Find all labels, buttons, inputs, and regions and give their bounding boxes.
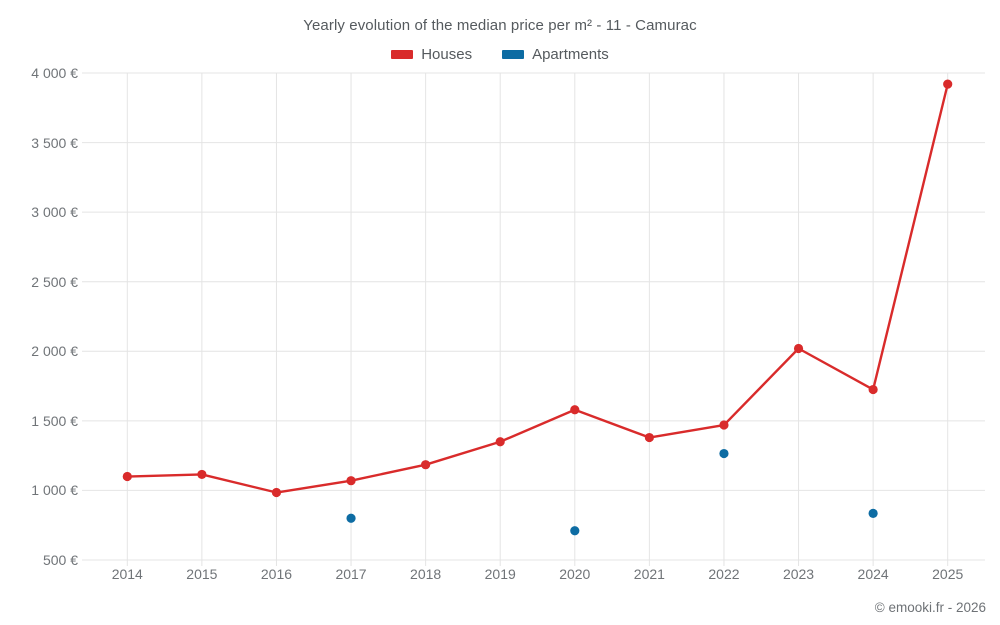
data-point[interactable]: [868, 508, 878, 518]
x-axis-tick-label: 2017: [335, 566, 367, 582]
x-axis-tick-label: 2016: [260, 566, 293, 582]
chart-legend: Houses Apartments: [0, 46, 1000, 63]
y-axis-tick-label: 1 000 €: [31, 482, 78, 499]
y-axis-tick-label: 4 000 €: [31, 65, 78, 81]
data-point[interactable]: [644, 432, 654, 443]
data-point[interactable]: [346, 513, 356, 523]
x-axis-tick-label: 2020: [559, 566, 591, 582]
x-axis-tick-label: 2019: [484, 566, 516, 582]
x-axis-tick-label: 2023: [782, 566, 815, 582]
legend-label-houses: Houses: [421, 46, 473, 63]
y-axis-tick-label: 2 000 €: [31, 343, 78, 360]
x-axis-tick-label: 2022: [708, 566, 740, 582]
data-point[interactable]: [793, 343, 804, 354]
data-point[interactable]: [719, 420, 729, 430]
y-axis-tick-label: 500 €: [42, 552, 78, 568]
x-axis-tick-label: 2014: [111, 566, 143, 582]
data-point[interactable]: [495, 437, 505, 447]
legend-label-apartments: Apartments: [532, 46, 609, 63]
data-point[interactable]: [570, 526, 580, 536]
data-point[interactable]: [719, 448, 729, 459]
x-axis-tick-label: 2021: [633, 566, 665, 582]
y-axis-tick-label: 2 500 €: [31, 273, 78, 290]
y-axis-tick-label: 3 000 €: [31, 204, 78, 221]
data-point[interactable]: [197, 469, 207, 480]
series-houses: [122, 79, 953, 498]
chart-title: Yearly evolution of the median price per…: [303, 17, 697, 34]
x-axis-tick-label: 2025: [932, 566, 964, 582]
y-axis-tick-label: 3 500 €: [31, 134, 78, 151]
legend-swatch-apartments: [502, 50, 525, 59]
x-axis-tick-label: 2015: [186, 566, 218, 582]
data-point[interactable]: [122, 471, 132, 482]
y-axis-tick-label: 1 500 €: [31, 412, 78, 429]
legend-item-houses[interactable]: Houses: [391, 46, 472, 63]
x-axis-tick-label: 2024: [857, 566, 889, 582]
gridlines: [82, 72, 985, 566]
x-axis-tick-label: 2018: [410, 566, 442, 582]
data-point[interactable]: [943, 79, 953, 89]
footer-credit: © emooki.fr - 2026: [874, 600, 986, 615]
series-line-houses: [126, 82, 949, 494]
legend-swatch-houses: [391, 50, 414, 59]
data-point[interactable]: [570, 405, 580, 415]
data-point[interactable]: [421, 460, 431, 470]
data-point[interactable]: [271, 487, 282, 498]
data-point[interactable]: [346, 476, 356, 486]
legend-item-apartments[interactable]: Apartments: [502, 46, 609, 63]
series-apartments: [346, 448, 878, 536]
data-point[interactable]: [868, 384, 878, 395]
